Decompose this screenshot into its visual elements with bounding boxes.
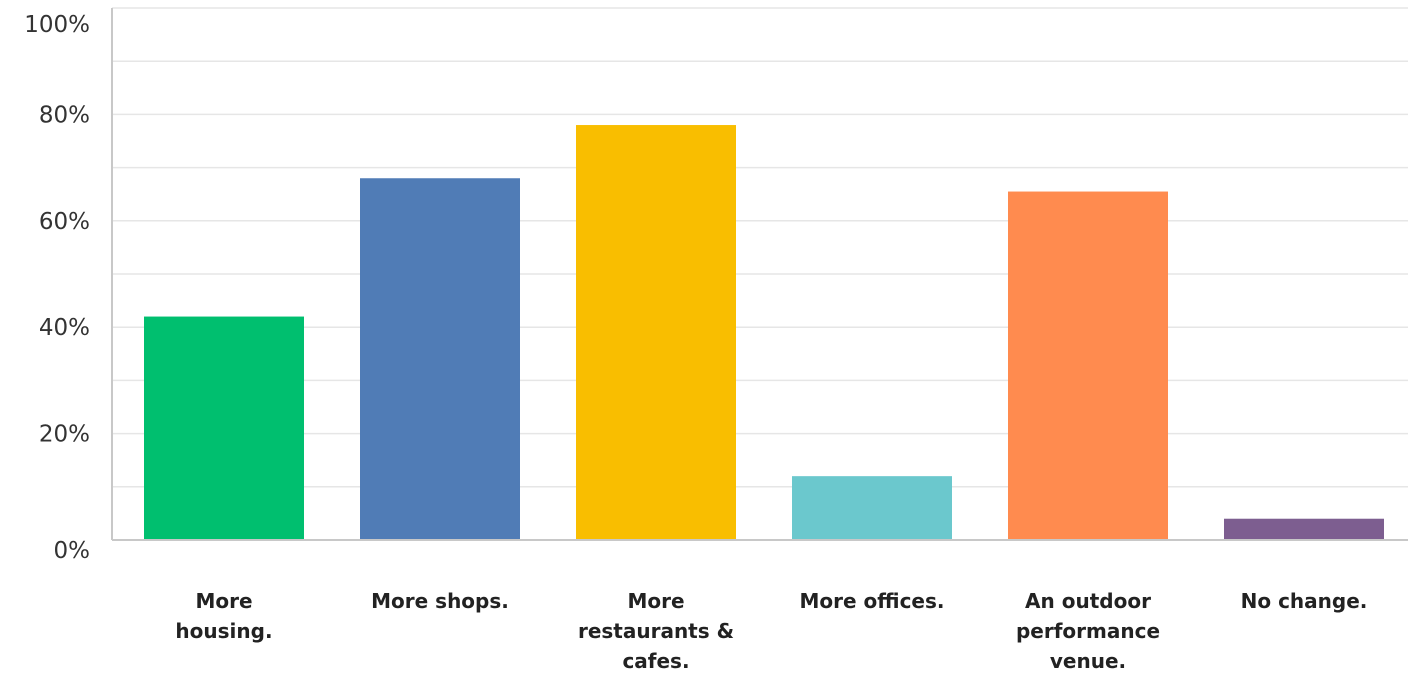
y-tick-label: 40% bbox=[39, 315, 90, 341]
bar bbox=[1008, 191, 1168, 541]
axes bbox=[111, 8, 1408, 541]
y-tick-labels: 0% 20% 40% 60% 80% 100% bbox=[24, 12, 90, 564]
y-tick-label: 20% bbox=[39, 422, 90, 448]
y-tick-label: 0% bbox=[54, 538, 91, 564]
bars bbox=[144, 125, 1384, 541]
category-label: No change. bbox=[1241, 589, 1368, 613]
category-label: More shops. bbox=[371, 589, 509, 613]
category-label: More offices. bbox=[800, 589, 945, 613]
category-label: More housing. bbox=[175, 589, 272, 643]
grid-lines bbox=[112, 7, 1408, 488]
y-tick-label: 80% bbox=[39, 102, 90, 128]
bar bbox=[360, 178, 520, 541]
y-tick-label: 60% bbox=[39, 209, 90, 235]
bar bbox=[576, 125, 736, 540]
bar bbox=[144, 316, 304, 540]
category-label: An outdoor performance venue. bbox=[1016, 589, 1160, 673]
bar bbox=[792, 476, 952, 540]
bar bbox=[1224, 518, 1384, 540]
category-label: More restaurants & cafes. bbox=[578, 589, 734, 673]
y-tick-label: 100% bbox=[24, 12, 90, 38]
category-labels: More housing. More shops. More restaurants &… bbox=[175, 589, 1367, 673]
